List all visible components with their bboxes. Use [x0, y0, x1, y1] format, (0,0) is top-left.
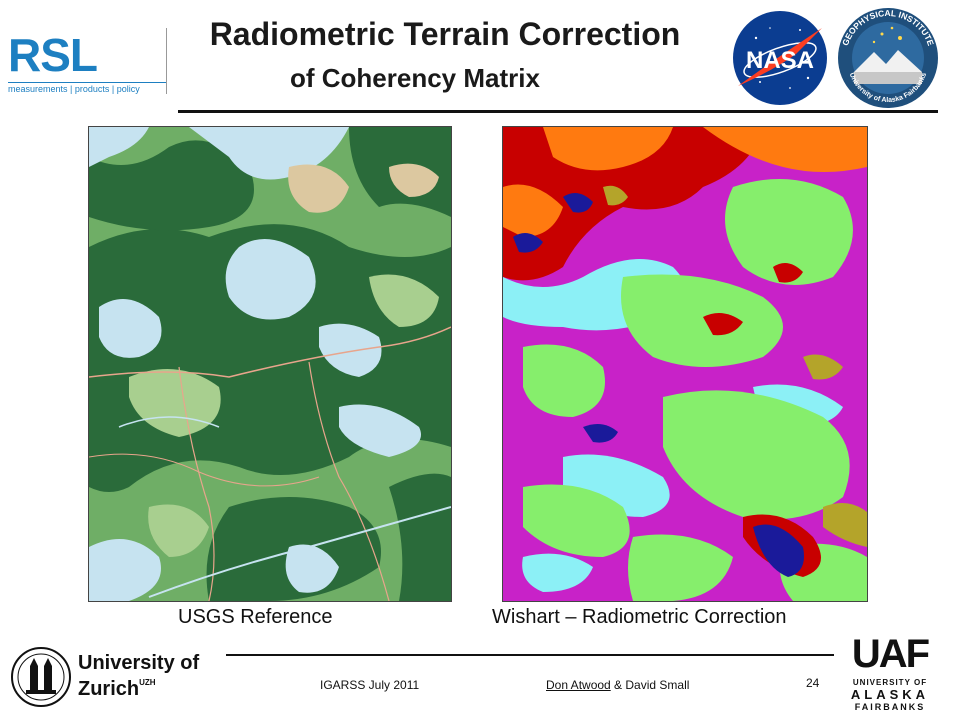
footer-rule [226, 654, 834, 656]
usgs-reference-caption: USGS Reference [178, 606, 333, 628]
logo-divider [166, 28, 167, 94]
conference-label: IGARSS July 2011 [320, 678, 420, 692]
uaf-logo-line1: UNIVERSITY OF [852, 678, 928, 687]
usgs-reference-map [88, 126, 452, 602]
rsl-logo-letters: RSL [8, 29, 98, 81]
university-of-zurich-logo: University of ZurichUZH [10, 646, 200, 710]
slide-title: Radiometric Terrain Correction [209, 16, 681, 52]
uzh-logo-name: Zurich [78, 678, 140, 700]
geophysical-institute-seal: GEOPHYSICAL INSTITUTE University of Alas… [838, 8, 938, 108]
uzh-logo-superscript: UZH [139, 678, 156, 687]
wishart-classification-map [502, 126, 868, 602]
uzh-logo-line2: ZurichUZH [78, 678, 156, 701]
uaf-logo-line2: ALASKA [850, 687, 930, 702]
uaf-logo: UAF UNIVERSITY OF ALASKA FAIRBANKS [840, 632, 940, 714]
nasa-logo-text: NASA [746, 47, 814, 74]
rsl-logo: RSL measurements | products | policy [8, 30, 166, 98]
uzh-logo-line1: University of [78, 652, 200, 674]
uaf-logo-line3: FAIRBANKS [854, 702, 926, 712]
author-rest: & David Small [610, 678, 690, 692]
uzh-seal-icon [11, 647, 71, 707]
wishart-caption: Wishart – Radiometric Correction [492, 606, 787, 628]
slide-subtitle: of Coherency Matrix [290, 63, 540, 93]
authors: Don Atwood & David Small [546, 678, 689, 692]
nasa-logo: NASA [733, 11, 827, 105]
rsl-logo-tagline: measurements | products | policy [8, 82, 166, 94]
uaf-logo-word: UAF [851, 632, 930, 676]
header-rule [178, 110, 938, 113]
author-link[interactable]: Don Atwood [546, 678, 611, 692]
page-number: 24 [806, 676, 820, 690]
